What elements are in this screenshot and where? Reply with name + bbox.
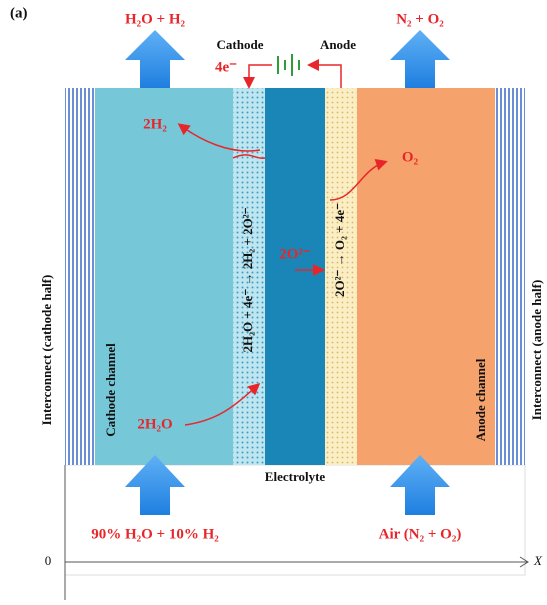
species-label: 2H₂O xyxy=(137,416,172,432)
electrode-label: Cathode xyxy=(217,37,264,52)
electrolyte xyxy=(265,88,325,465)
diagram: (a) H₂O + H₂ N₂ + O₂ Cathode Anode 4e⁻ 2… xyxy=(0,0,547,600)
outlet-arrow xyxy=(390,30,450,88)
inlet-label: Air (N₂ + O₂) xyxy=(379,526,462,542)
reaction-label: 2H₂O + 4e⁻ → 2H₂ + 2O²⁻ xyxy=(240,207,255,352)
wire xyxy=(249,65,272,86)
outlet-label: N₂ + O₂ xyxy=(396,11,444,27)
electron-label: 4e⁻ xyxy=(215,59,237,75)
right-interconnect xyxy=(495,88,525,465)
electrode-label: Anode xyxy=(320,37,356,52)
panel-label: (a) xyxy=(10,5,28,21)
outlet-arrow xyxy=(125,30,185,88)
region-label: Interconnect (cathode half) xyxy=(39,275,54,426)
species-label: O₂ xyxy=(402,149,419,165)
outlet-label: H₂O + H₂ xyxy=(125,11,186,27)
region-label: Interconnect (anode half) xyxy=(529,280,544,421)
species-label: 2O²⁻ xyxy=(279,246,311,262)
left-interconnect xyxy=(65,88,95,465)
region-label: Anode channel xyxy=(473,358,488,441)
wire xyxy=(310,65,341,88)
inlet-label: 90% H₂O + 10% H₂ xyxy=(91,526,219,542)
axis-origin: 0 xyxy=(45,553,52,568)
battery xyxy=(278,54,299,76)
reaction-label: 2O²⁻ → O₂ + 4e⁻ xyxy=(332,203,347,297)
region-label: Electrolyte xyxy=(265,469,326,484)
region-label: Cathode channel xyxy=(103,343,118,437)
axis-label: X xyxy=(533,553,543,568)
species-label: 2H₂ xyxy=(143,116,167,132)
